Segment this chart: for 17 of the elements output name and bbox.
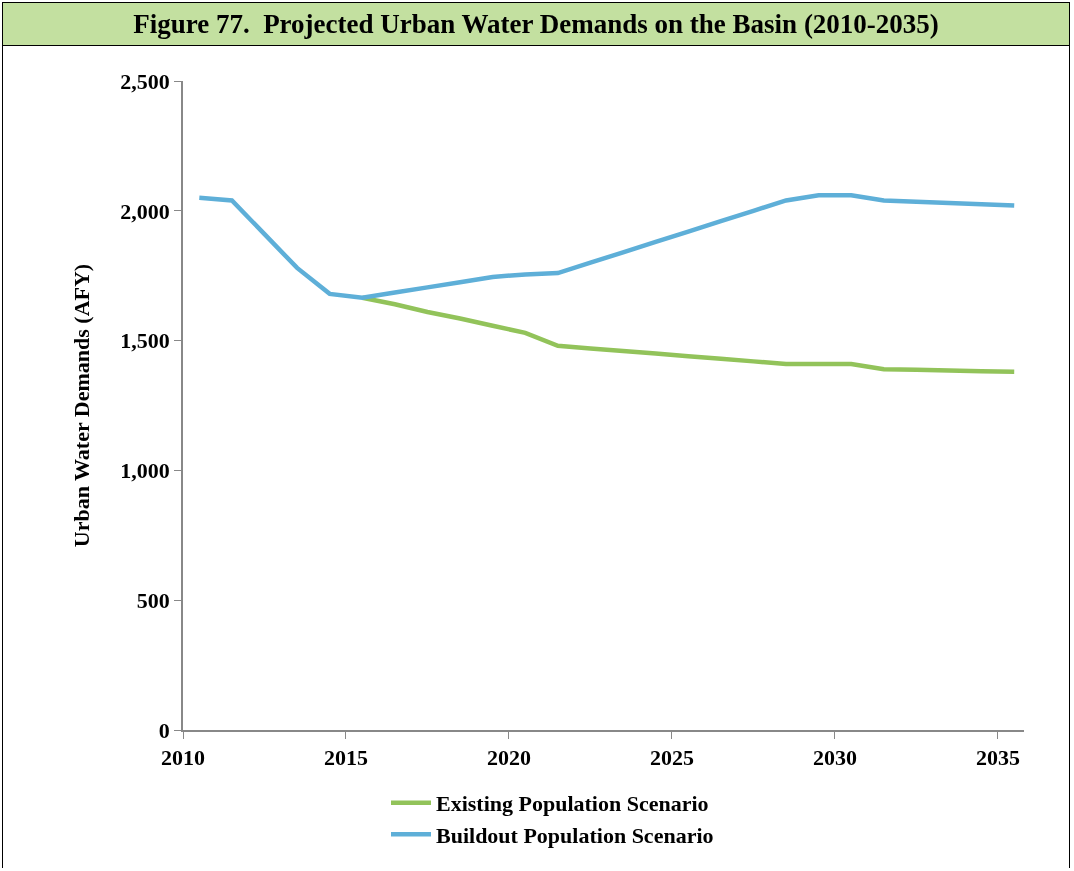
y-tick-label: 2,500 <box>120 68 170 94</box>
x-tick-label: 2015 <box>323 745 368 771</box>
chart-title: Figure 77. Projected Urban Water Demands on the Basin (2010-2035) <box>3 3 1069 46</box>
x-tick-label: 2030 <box>812 745 857 771</box>
y-tick-label: 0 <box>158 717 170 743</box>
y-tick-label: 1,000 <box>120 458 170 484</box>
legend-label: Existing Population Scenario <box>436 791 709 817</box>
line-series <box>197 192 1017 301</box>
y-tick-label: 500 <box>136 587 170 613</box>
legend-label: Buildout Population Scenario <box>436 822 714 848</box>
x-tick-label: 2035 <box>975 745 1020 771</box>
x-tick-label: 2025 <box>649 745 694 771</box>
y-tick-label: 1,500 <box>120 328 170 354</box>
x-tick-label: 2010 <box>161 745 205 771</box>
y-tick-label: 2,000 <box>120 198 170 224</box>
x-tick-label: 2020 <box>486 745 531 771</box>
y-axis-title: Urban Water Demands (AFY) <box>68 263 94 548</box>
